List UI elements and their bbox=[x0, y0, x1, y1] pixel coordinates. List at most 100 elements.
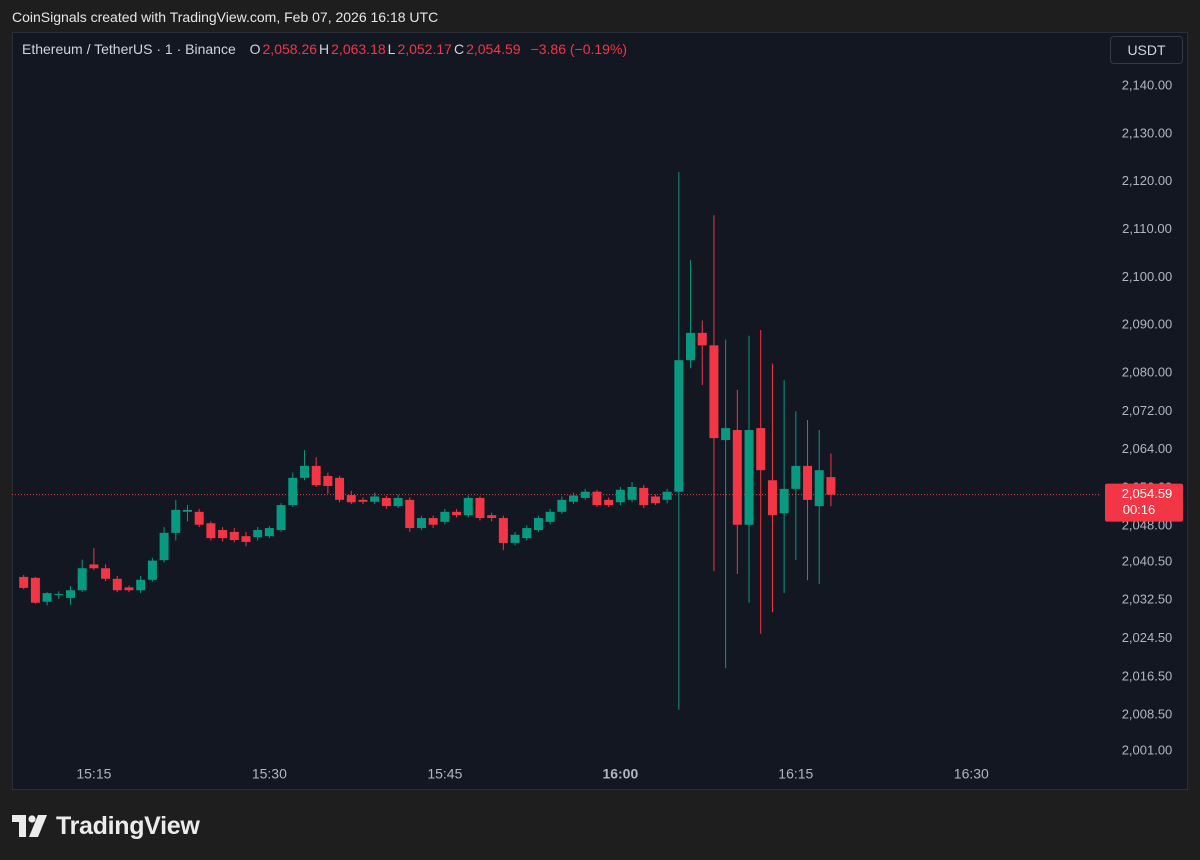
candle-body bbox=[288, 477, 298, 506]
candle-body bbox=[498, 518, 508, 543]
candle-body bbox=[159, 532, 169, 561]
candle-body bbox=[744, 430, 754, 525]
logo-icon bbox=[12, 815, 47, 837]
readout-value: 2,063.18 bbox=[331, 41, 386, 57]
y-tick-label: 2,016.50 bbox=[1122, 668, 1173, 683]
x-tick-label: 16:30 bbox=[954, 766, 989, 782]
candle-body bbox=[475, 497, 485, 519]
readout-key: O bbox=[249, 41, 261, 57]
candle-body bbox=[276, 505, 286, 530]
candle-body bbox=[721, 428, 731, 441]
candle-body bbox=[487, 515, 497, 519]
currency-button[interactable]: USDT bbox=[1110, 36, 1183, 64]
y-tick-label: 2,024.50 bbox=[1122, 630, 1173, 645]
readout-value: 2,052.17 bbox=[397, 41, 452, 57]
candle-body bbox=[440, 511, 450, 522]
candle-body bbox=[182, 509, 192, 512]
candle-body bbox=[89, 564, 99, 569]
readout-value: 2,054.59 bbox=[466, 41, 521, 57]
candle-body bbox=[697, 332, 707, 346]
candle-body bbox=[264, 528, 274, 537]
candle-body bbox=[452, 511, 462, 516]
x-tick-label: 15:30 bbox=[252, 766, 287, 782]
candle-body bbox=[311, 465, 321, 486]
candle-body bbox=[569, 495, 579, 502]
candle-body bbox=[826, 477, 836, 495]
countdown-label: 00:16 bbox=[1123, 502, 1156, 517]
candle-body bbox=[428, 518, 438, 525]
x-tick-label: 16:00 bbox=[602, 766, 638, 782]
readout-value: 2,058.26 bbox=[262, 41, 318, 57]
candle-body bbox=[241, 536, 251, 542]
candle-body bbox=[171, 509, 181, 533]
candle-body bbox=[346, 495, 356, 503]
candle-body bbox=[323, 475, 333, 486]
x-tick-label: 16:15 bbox=[778, 766, 813, 782]
candle-body bbox=[580, 491, 590, 498]
candle-body bbox=[358, 499, 368, 502]
candle-body bbox=[393, 497, 403, 507]
candle-body bbox=[30, 577, 40, 603]
candle-body bbox=[147, 560, 157, 580]
candle-body bbox=[101, 568, 111, 579]
candle-body bbox=[335, 477, 345, 500]
candle-body bbox=[814, 470, 824, 507]
y-tick-label: 2,001.00 bbox=[1122, 742, 1173, 757]
candle-body bbox=[779, 488, 789, 514]
x-tick-label: 15:45 bbox=[427, 766, 462, 782]
candle-body bbox=[756, 428, 766, 471]
readout-key: L bbox=[387, 41, 396, 57]
y-tick-label: 2,064.00 bbox=[1122, 441, 1173, 456]
readout-key: C bbox=[453, 41, 465, 57]
y-tick-label: 2,040.50 bbox=[1122, 553, 1173, 568]
candle-body bbox=[405, 499, 415, 529]
candle-body bbox=[604, 499, 614, 506]
candle-body bbox=[791, 465, 801, 489]
y-tick-label: 2,080.00 bbox=[1122, 365, 1173, 380]
candle-body bbox=[370, 496, 380, 502]
candle-body bbox=[206, 523, 216, 539]
last-price-label: 2,054.59 bbox=[1122, 486, 1173, 501]
readout-change: −3.86 (−0.19%) bbox=[530, 41, 628, 57]
candle-body bbox=[65, 590, 75, 598]
ohlc-readout: Ethereum / TetherUS · 1 · Binance O 2,058… bbox=[22, 41, 629, 57]
y-tick-label: 2,120.00 bbox=[1122, 173, 1173, 188]
candle-body bbox=[662, 491, 672, 500]
x-tick-label: 15:15 bbox=[76, 766, 111, 782]
y-tick-label: 2,140.00 bbox=[1122, 77, 1173, 92]
candle-body bbox=[124, 587, 134, 591]
candle-body bbox=[767, 480, 777, 516]
candle-body bbox=[545, 511, 555, 522]
y-tick-label: 2,100.00 bbox=[1122, 269, 1173, 284]
credit-line: CoinSignals created with TradingView.com… bbox=[12, 9, 439, 25]
candle-body bbox=[416, 518, 426, 529]
candle-body bbox=[229, 531, 239, 541]
chart-panel bbox=[12, 32, 1188, 790]
candle-body bbox=[136, 579, 146, 591]
candle-body bbox=[533, 518, 543, 530]
readout-key: H bbox=[319, 41, 330, 57]
candles bbox=[19, 172, 836, 710]
candle-body bbox=[194, 511, 204, 525]
y-tick-label: 2,090.00 bbox=[1122, 317, 1173, 332]
candle-body bbox=[686, 332, 696, 361]
candle-body bbox=[42, 593, 52, 602]
candle-body bbox=[639, 487, 649, 506]
candle-body bbox=[381, 497, 391, 507]
candle-body bbox=[732, 430, 742, 525]
last-price-box bbox=[1105, 483, 1183, 522]
candle-body bbox=[557, 499, 567, 512]
candle-body bbox=[510, 534, 520, 543]
candle-body bbox=[463, 497, 473, 516]
logo-text: TradingView bbox=[56, 811, 200, 840]
candle-body bbox=[522, 528, 532, 539]
candle-body bbox=[253, 529, 263, 538]
candle-body bbox=[615, 489, 625, 503]
candle-body bbox=[592, 491, 602, 506]
candle-body bbox=[627, 486, 637, 500]
candle-body bbox=[674, 360, 684, 492]
candle-body bbox=[112, 578, 122, 591]
candle-body bbox=[299, 465, 309, 478]
